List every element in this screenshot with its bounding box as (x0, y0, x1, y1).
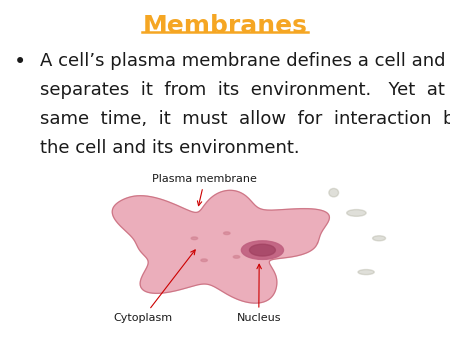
Text: separates  it  from  its  environment.   Yet  at  the: separates it from its environment. Yet a… (40, 81, 450, 99)
Ellipse shape (329, 189, 338, 197)
Ellipse shape (233, 256, 240, 258)
Ellipse shape (191, 237, 198, 240)
Text: Nucleus: Nucleus (237, 264, 281, 323)
Ellipse shape (358, 270, 374, 274)
Ellipse shape (346, 210, 366, 216)
Ellipse shape (249, 244, 275, 256)
Ellipse shape (224, 232, 230, 235)
Text: Membranes: Membranes (143, 14, 307, 38)
Text: Plasma membrane: Plasma membrane (152, 174, 257, 206)
Text: A cell’s plasma membrane defines a cell and: A cell’s plasma membrane defines a cell … (40, 52, 446, 70)
Ellipse shape (373, 236, 386, 241)
Text: Cytoplasm: Cytoplasm (113, 250, 195, 323)
Ellipse shape (201, 259, 207, 262)
Ellipse shape (241, 241, 284, 260)
Text: same  time,  it  must  allow  for  interaction  between: same time, it must allow for interaction… (40, 110, 450, 128)
Polygon shape (112, 190, 329, 303)
Text: •: • (14, 52, 26, 72)
Text: the cell and its environment.: the cell and its environment. (40, 139, 300, 156)
